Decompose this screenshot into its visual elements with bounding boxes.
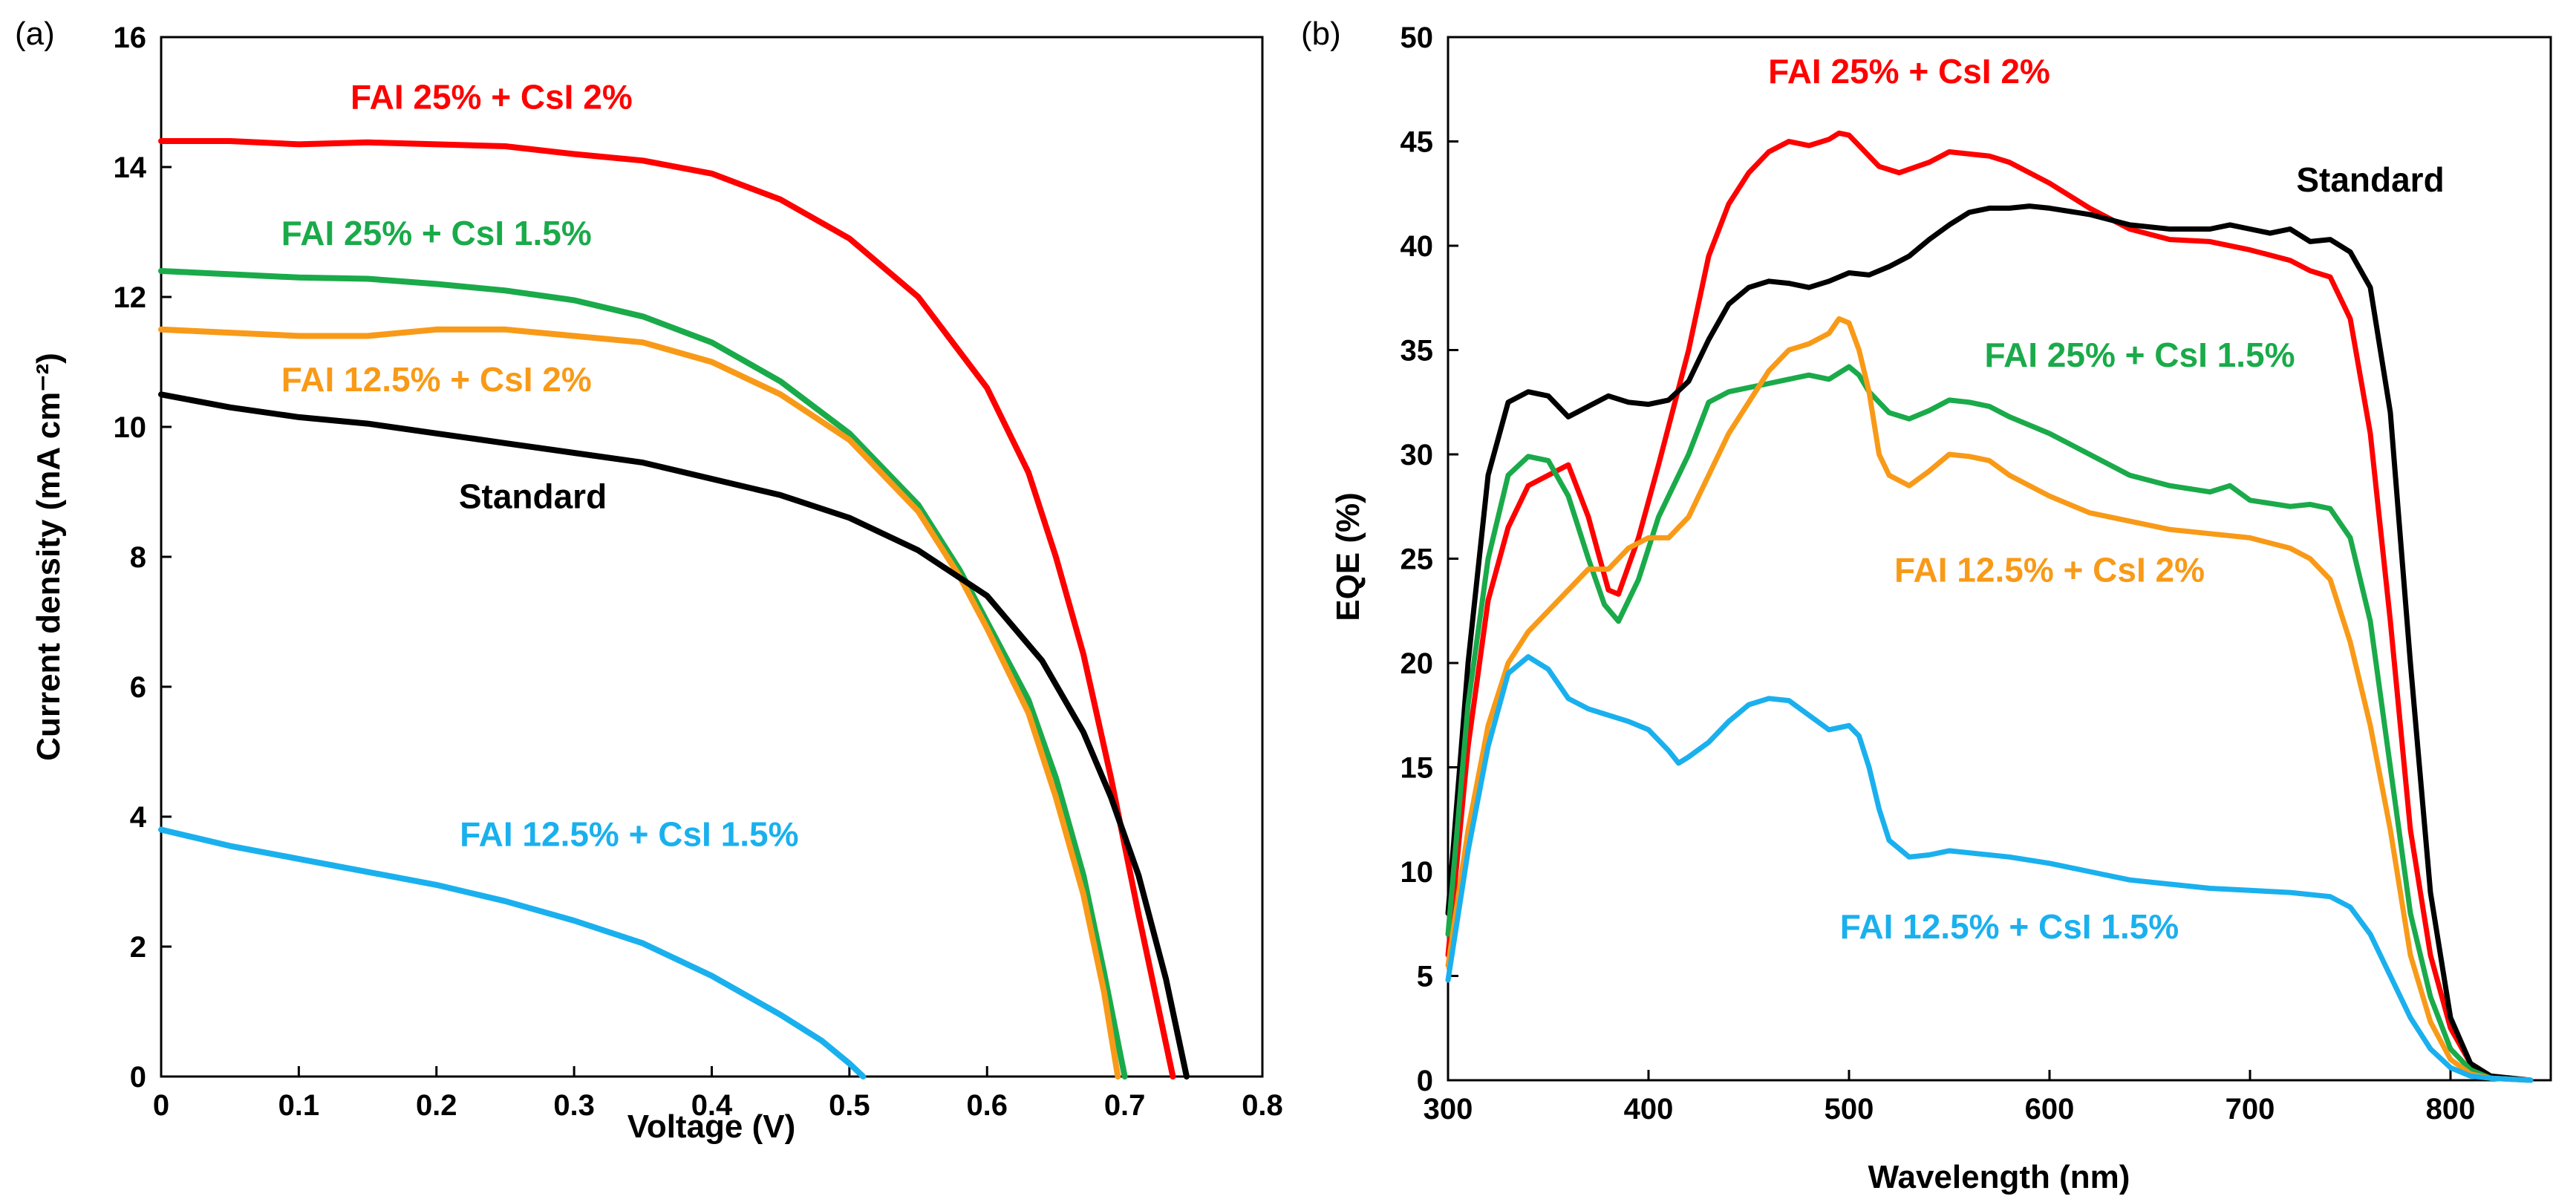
- panel-b-ticks: 300 400 500 600 700 800 0 5 10 15 20 25 30 35 40 45 50: [1401, 22, 2476, 1126]
- panel-a-series-line-3: [158, 391, 1190, 1079]
- panel-b-series-line-0: [1445, 130, 2534, 1083]
- panel-b-y-tick-label: 5: [1417, 961, 1433, 993]
- chart-panel-a: (a) 0 0.1 0.2 0.3 0.4 0.5 0.6 0.7 0.8 0 2 4 6 8 10 12 14…: [15, 16, 1283, 1145]
- panel-a-series-line-2: [158, 326, 1121, 1079]
- panel-a-series-annotation: FAI 25% + CsI 1.5%: [281, 214, 592, 252]
- panel-b-series-annotation: FAI 25% + CsI 1.5%: [1984, 336, 2295, 374]
- panel-a-y-axis-label: Current density (mA cm⁻²): [30, 353, 67, 761]
- panel-a-y-tick-label: 0: [130, 1061, 146, 1094]
- panel-a-y-tick-label: 4: [130, 801, 147, 834]
- panel-b-x-tick-label: 500: [1825, 1093, 1874, 1126]
- panel-a-ticks: 0 0.1 0.2 0.3 0.4 0.5 0.6 0.7 0.8 0 2 4 6 8 10 12 14 16: [114, 22, 1283, 1122]
- panel-b-y-tick-label: 40: [1401, 230, 1434, 263]
- panel-b-x-tick-label: 300: [1424, 1093, 1473, 1126]
- panel-a-x-tick-label: 0.6: [966, 1089, 1008, 1122]
- panel-a-y-tick-label: 2: [130, 931, 146, 964]
- panel-a-x-axis-label: Voltage (V): [627, 1108, 796, 1145]
- panel-b-y-tick-label: 20: [1401, 647, 1434, 680]
- panel-a-x-tick-label: 0.3: [553, 1089, 595, 1122]
- panel-a-y-tick-label: 16: [114, 22, 147, 54]
- panel-a-series-line-4: [158, 826, 867, 1079]
- chart-panel-b: (b) 300 400 500 600 700 800 0 5 10 15 20 25 30 35 40 45…: [1301, 16, 2552, 1195]
- panel-a-series-annotation: FAI 12.5% + CsI 1.5%: [460, 814, 798, 853]
- panel-a-x-tick-label: 0.7: [1104, 1089, 1146, 1122]
- panel-b-series: [1445, 130, 2534, 1083]
- panel-b-y-tick-label: 50: [1401, 22, 1434, 54]
- panel-b-y-tick-label: 0: [1417, 1065, 1433, 1097]
- panel-b-series-annotation: FAI 25% + CsI 2%: [1768, 52, 2050, 91]
- panel-a-series-annotation: FAI 25% + CsI 2%: [350, 77, 633, 116]
- panel-b-y-tick-label: 10: [1401, 856, 1434, 889]
- panel-b-series-annotation: FAI 12.5% + CsI 1.5%: [1840, 907, 2179, 946]
- panel-b-x-tick-label: 700: [2226, 1093, 2275, 1126]
- panel-a-label: (a): [15, 16, 55, 52]
- panel-a-x-tick-label: 0.8: [1242, 1089, 1283, 1122]
- panel-b-series-line-2: [1445, 364, 2534, 1083]
- panel-a-x-tick-label: 0.2: [416, 1089, 457, 1122]
- panel-a-series-line-0: [158, 138, 1176, 1079]
- panel-b-x-axis-label: Wavelength (nm): [1868, 1159, 2130, 1195]
- panel-b-y-tick-label: 45: [1401, 126, 1434, 159]
- panel-b-y-axis-label: EQE (%): [1330, 492, 1366, 621]
- panel-a-annotations: FAI 25% + CsI 2% FAI 25% + CsI 1.5% FAI 12…: [281, 77, 799, 853]
- panel-b-x-tick-label: 600: [2025, 1093, 2075, 1126]
- panel-a-y-tick-label: 6: [130, 671, 146, 704]
- panel-a-series-line-1: [158, 268, 1128, 1079]
- panel-b-series-line-1: [1445, 203, 2534, 1083]
- panel-b-y-tick-label: 35: [1401, 335, 1434, 368]
- panel-a-series: [158, 138, 1190, 1079]
- panel-b-x-tick-label: 800: [2426, 1093, 2476, 1126]
- panel-a-y-tick-label: 14: [114, 151, 147, 184]
- panel-b-series-annotation: Standard: [2296, 160, 2444, 199]
- panel-b-y-tick-label: 30: [1401, 439, 1434, 471]
- panel-b-series-annotation: FAI 12.5% + CsI 2%: [1894, 550, 2205, 589]
- panel-a-y-tick-label: 12: [114, 281, 147, 314]
- panel-b-x-tick-label: 400: [1624, 1093, 1674, 1126]
- panel-a-x-tick-label: 0.4: [691, 1089, 733, 1122]
- panel-a-series-annotation: Standard: [459, 477, 607, 515]
- panel-b-series-line-3: [1445, 316, 2534, 1083]
- panel-b-series-line-4: [1445, 654, 2534, 1083]
- panel-a-x-tick-label: 0.1: [278, 1089, 320, 1122]
- panel-a-y-tick-label: 10: [114, 411, 147, 444]
- panel-b-label: (b): [1301, 16, 1341, 52]
- panel-a-series-annotation: FAI 12.5% + CsI 2%: [281, 360, 592, 399]
- panel-a-y-tick-label: 8: [130, 541, 146, 574]
- panel-a-x-tick-label: 0: [153, 1089, 169, 1122]
- panel-b-y-tick-label: 25: [1401, 543, 1434, 576]
- panel-b-y-tick-label: 15: [1401, 752, 1434, 785]
- panel-b-annotations: FAI 25% + CsI 2% Standard FAI 25% + CsI 1.…: [1768, 52, 2445, 946]
- panel-a-x-tick-label: 0.5: [829, 1089, 870, 1122]
